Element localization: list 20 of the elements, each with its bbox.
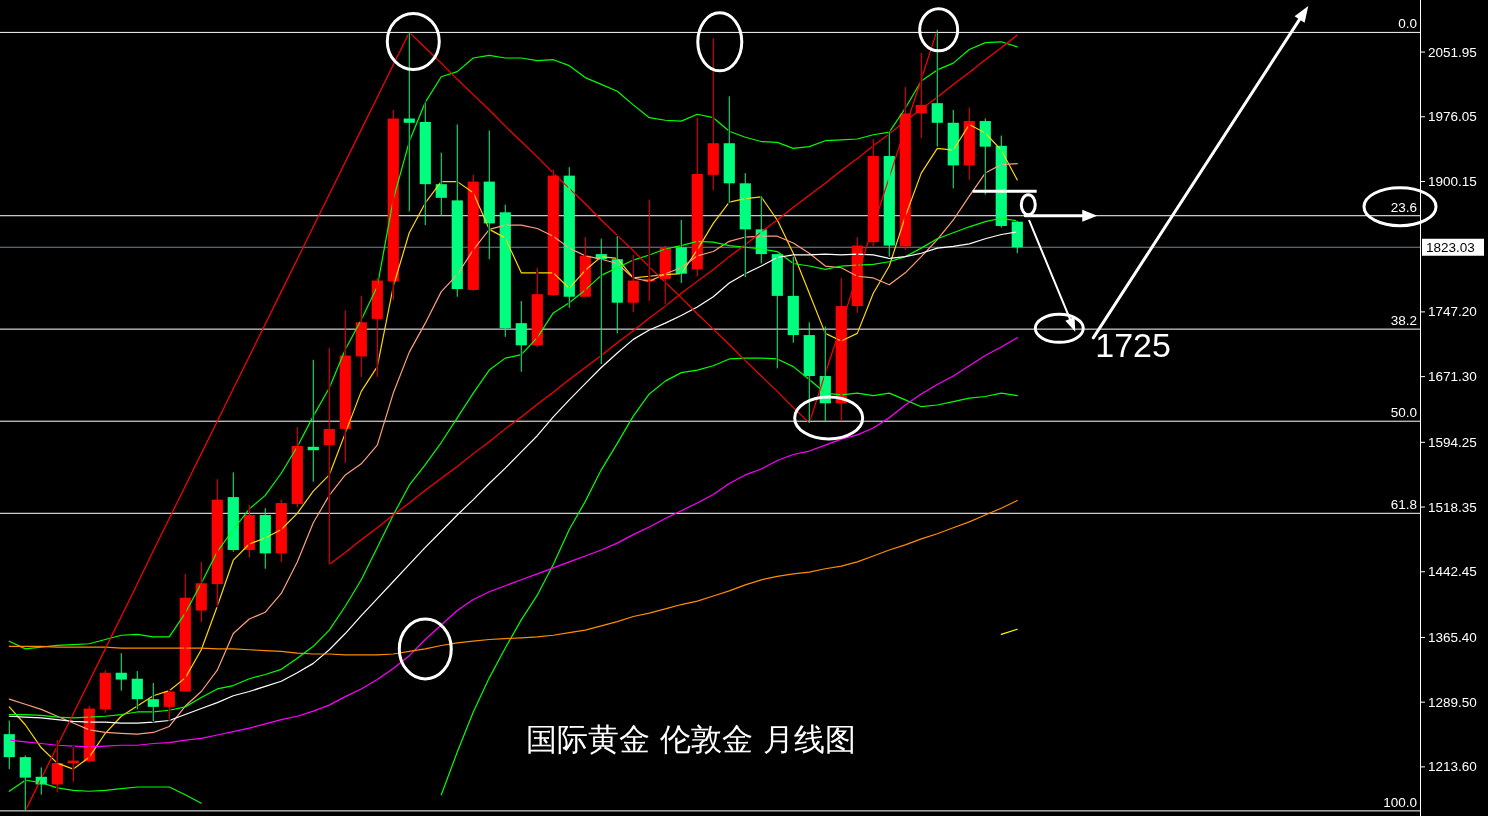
- ref-line-label: 1823.03: [1426, 239, 1475, 255]
- line-note: 100.0: [1383, 794, 1417, 810]
- y-tick-label: 1213.60: [1428, 759, 1477, 775]
- y-tick-label: 1289.50: [1428, 694, 1477, 710]
- line-note: 61.8: [1390, 497, 1417, 513]
- y-tick-label: 1976.05: [1428, 109, 1477, 125]
- note: 1725: [1095, 325, 1171, 364]
- y-tick-label: 1747.20: [1428, 304, 1477, 320]
- y-tick-label: 1442.45: [1428, 564, 1477, 580]
- y-tick-label: 1900.15: [1428, 173, 1477, 189]
- y-tick-label: 1518.35: [1428, 499, 1477, 515]
- y-tick-label: 2051.95: [1428, 44, 1477, 60]
- y-tick-label: 1365.40: [1428, 629, 1477, 645]
- line-note: 38.2: [1390, 313, 1417, 329]
- line-note: 23.6: [1390, 199, 1417, 215]
- text: 国际黄金 伦敦金 月线图: [526, 721, 856, 757]
- line-note: 0.0: [1398, 16, 1417, 32]
- line-note: 50.0: [1390, 405, 1417, 421]
- y-tick-label: 1594.25: [1428, 434, 1477, 450]
- y-tick-label: 1671.30: [1428, 369, 1477, 385]
